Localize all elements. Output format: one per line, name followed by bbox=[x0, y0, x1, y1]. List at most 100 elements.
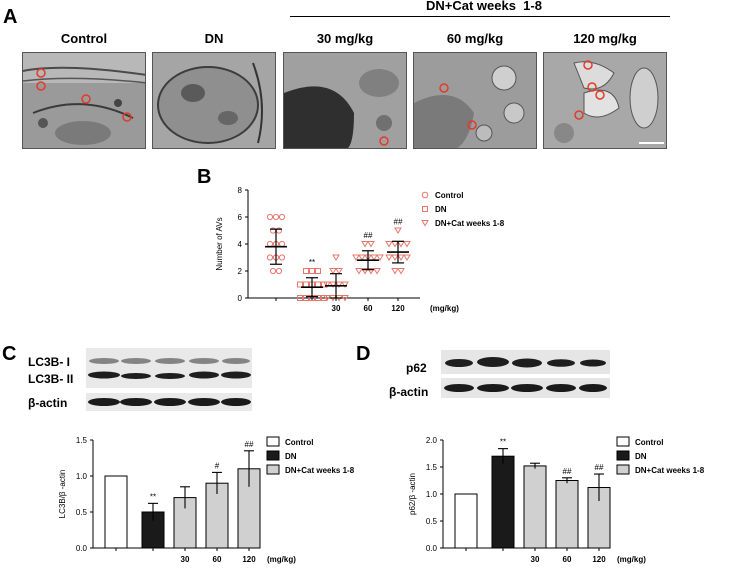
data-point-b bbox=[278, 254, 286, 261]
chart-b-number-of-avs: 0 2 4 6 8 Number of AVs 30 60 120 (mg/kg) ** ## ## Co… bbox=[215, 186, 505, 313]
data-point-b bbox=[315, 281, 321, 288]
legend-label-c: DN+Cat weeks 1-8 bbox=[285, 466, 355, 475]
legend-swatch-c bbox=[266, 450, 280, 461]
data-point-b bbox=[269, 267, 277, 275]
legend-label-b: DN+Cat weeks 1-8 bbox=[435, 219, 505, 228]
legend-marker-b bbox=[421, 220, 429, 227]
legend-label-d: DN+Cat weeks 1-8 bbox=[635, 466, 705, 475]
legend-label-c: DN bbox=[285, 452, 297, 461]
column-label-60: 60 mg/kg bbox=[446, 31, 504, 46]
legend-swatch-c bbox=[266, 436, 280, 447]
data-point-b bbox=[266, 213, 274, 221]
blot-label-p62: p62 bbox=[406, 361, 427, 375]
data-point-b bbox=[391, 241, 399, 248]
significance-label-b: ** bbox=[309, 258, 315, 267]
x-tick-label-b: 60 bbox=[364, 304, 373, 313]
column-label-30: 30 mg/kg bbox=[316, 31, 374, 46]
significance-label-c: # bbox=[215, 461, 220, 470]
x-tick-label-d: 30 bbox=[531, 555, 540, 564]
data-point-b bbox=[373, 268, 381, 275]
column-label-control: Control bbox=[60, 31, 108, 46]
legend-swatch-c bbox=[266, 464, 280, 475]
x-tick-label-d: 120 bbox=[592, 555, 606, 564]
y-tick-label-d: 0.5 bbox=[426, 517, 438, 526]
legend-label-d: Control bbox=[635, 438, 663, 447]
y-tick-label-b: 0 bbox=[238, 294, 243, 303]
bar-d bbox=[555, 480, 579, 549]
data-point-b bbox=[361, 241, 369, 248]
data-point-b bbox=[309, 268, 315, 274]
data-point-b bbox=[341, 295, 349, 302]
treatment-group-line bbox=[290, 16, 670, 17]
data-point-b bbox=[367, 268, 375, 275]
data-point-b bbox=[385, 241, 393, 248]
data-point-b bbox=[394, 227, 402, 234]
y-tick-label-b: 2 bbox=[238, 267, 243, 276]
data-point-b bbox=[278, 240, 286, 248]
data-point-b bbox=[397, 254, 405, 261]
data-point-b bbox=[397, 241, 405, 248]
bar-d bbox=[454, 493, 478, 549]
x-unit-label-c: (mg/kg) bbox=[267, 555, 296, 564]
y-axis-label-b: Number of AVs bbox=[215, 217, 224, 270]
y-tick-label-c: 1.0 bbox=[76, 472, 88, 481]
significance-label-b: ## bbox=[364, 231, 373, 240]
y-axis-label-c: LC3B/β -actin bbox=[58, 470, 67, 519]
chart-c-lc3b-ratio: 0.0 0.5 1.0 1.5 LC3B/β -actin ** 30 #60 ## 120 (mg… bbox=[58, 436, 355, 564]
significance-label-c: ## bbox=[245, 440, 254, 449]
data-point-b bbox=[332, 254, 340, 261]
x-tick-label-b: 30 bbox=[332, 304, 341, 313]
bar-c bbox=[104, 475, 128, 549]
significance-label-d: ** bbox=[500, 438, 506, 447]
em-image-60 bbox=[413, 52, 537, 149]
data-point-b bbox=[278, 213, 286, 221]
western-blot-p62 bbox=[441, 350, 610, 374]
blot-label-beta-actin-c: β-actin bbox=[28, 396, 68, 410]
y-tick-label-b: 8 bbox=[238, 186, 243, 195]
data-point-b bbox=[266, 240, 274, 248]
data-point-b bbox=[275, 267, 283, 275]
y-tick-label-d: 1.0 bbox=[426, 490, 438, 499]
em-image-dn bbox=[152, 52, 276, 149]
column-label-dn: DN bbox=[204, 31, 224, 46]
data-point-b bbox=[335, 281, 343, 288]
em-image-120 bbox=[543, 52, 667, 149]
legend-label-c: Control bbox=[285, 438, 313, 447]
blot-label-lc3b-i: LC3B- I bbox=[28, 355, 70, 369]
bar-d bbox=[491, 455, 515, 549]
legend-marker-b bbox=[422, 206, 428, 212]
panel-letter-c: C bbox=[2, 343, 17, 365]
column-label-120: 120 mg/kg bbox=[573, 31, 637, 46]
y-tick-label-d: 1.5 bbox=[426, 463, 438, 472]
em-image-30 bbox=[283, 52, 407, 149]
data-point-b bbox=[335, 268, 343, 275]
data-point-b bbox=[361, 268, 369, 275]
y-axis-label-d: p62/β -actin bbox=[408, 473, 417, 515]
data-point-b bbox=[266, 254, 274, 261]
legend-marker-b bbox=[421, 191, 429, 199]
data-point-b bbox=[376, 254, 384, 261]
significance-label-d: ## bbox=[595, 463, 604, 472]
significance-label-d: ## bbox=[563, 467, 572, 476]
bar-d bbox=[523, 465, 547, 549]
data-point-b bbox=[367, 241, 375, 248]
western-blot-lc3b bbox=[86, 348, 252, 388]
data-point-b bbox=[329, 281, 337, 288]
data-point-b bbox=[403, 254, 411, 261]
y-tick-label-d: 0.0 bbox=[426, 544, 438, 553]
data-point-b bbox=[403, 241, 411, 248]
data-point-b bbox=[303, 281, 309, 288]
data-point-b bbox=[370, 254, 378, 261]
data-point-b bbox=[341, 281, 349, 288]
legend-swatch-d bbox=[616, 436, 630, 447]
blot-label-lc3b-ii: LC3B- II bbox=[28, 372, 74, 386]
legend-label-b: DN bbox=[435, 205, 447, 214]
data-point-b bbox=[272, 213, 280, 221]
y-tick-label-b: 4 bbox=[238, 240, 243, 249]
data-point-b bbox=[397, 268, 405, 275]
legend-label-b: Control bbox=[435, 191, 463, 200]
data-point-b bbox=[315, 295, 321, 301]
western-blot-beta-actin-d bbox=[441, 378, 610, 398]
y-tick-label-d: 2.0 bbox=[426, 436, 438, 445]
y-tick-label-c: 0.0 bbox=[76, 544, 88, 553]
